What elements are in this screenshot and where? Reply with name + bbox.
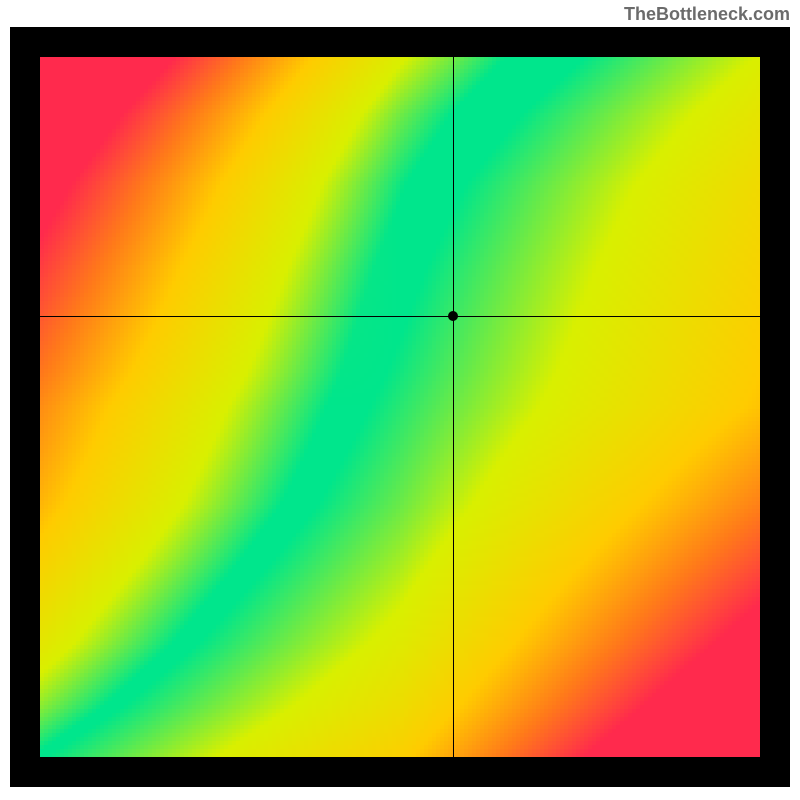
chart-outer-frame <box>10 27 790 787</box>
watermark-text: TheBottleneck.com <box>0 0 800 27</box>
heatmap-canvas <box>40 57 760 757</box>
heatmap-area <box>40 57 760 757</box>
